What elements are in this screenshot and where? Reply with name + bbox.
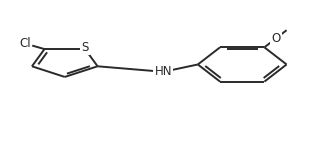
- Text: Cl: Cl: [19, 37, 30, 50]
- Text: HN: HN: [155, 65, 172, 78]
- Text: S: S: [82, 41, 89, 54]
- Text: O: O: [271, 32, 280, 45]
